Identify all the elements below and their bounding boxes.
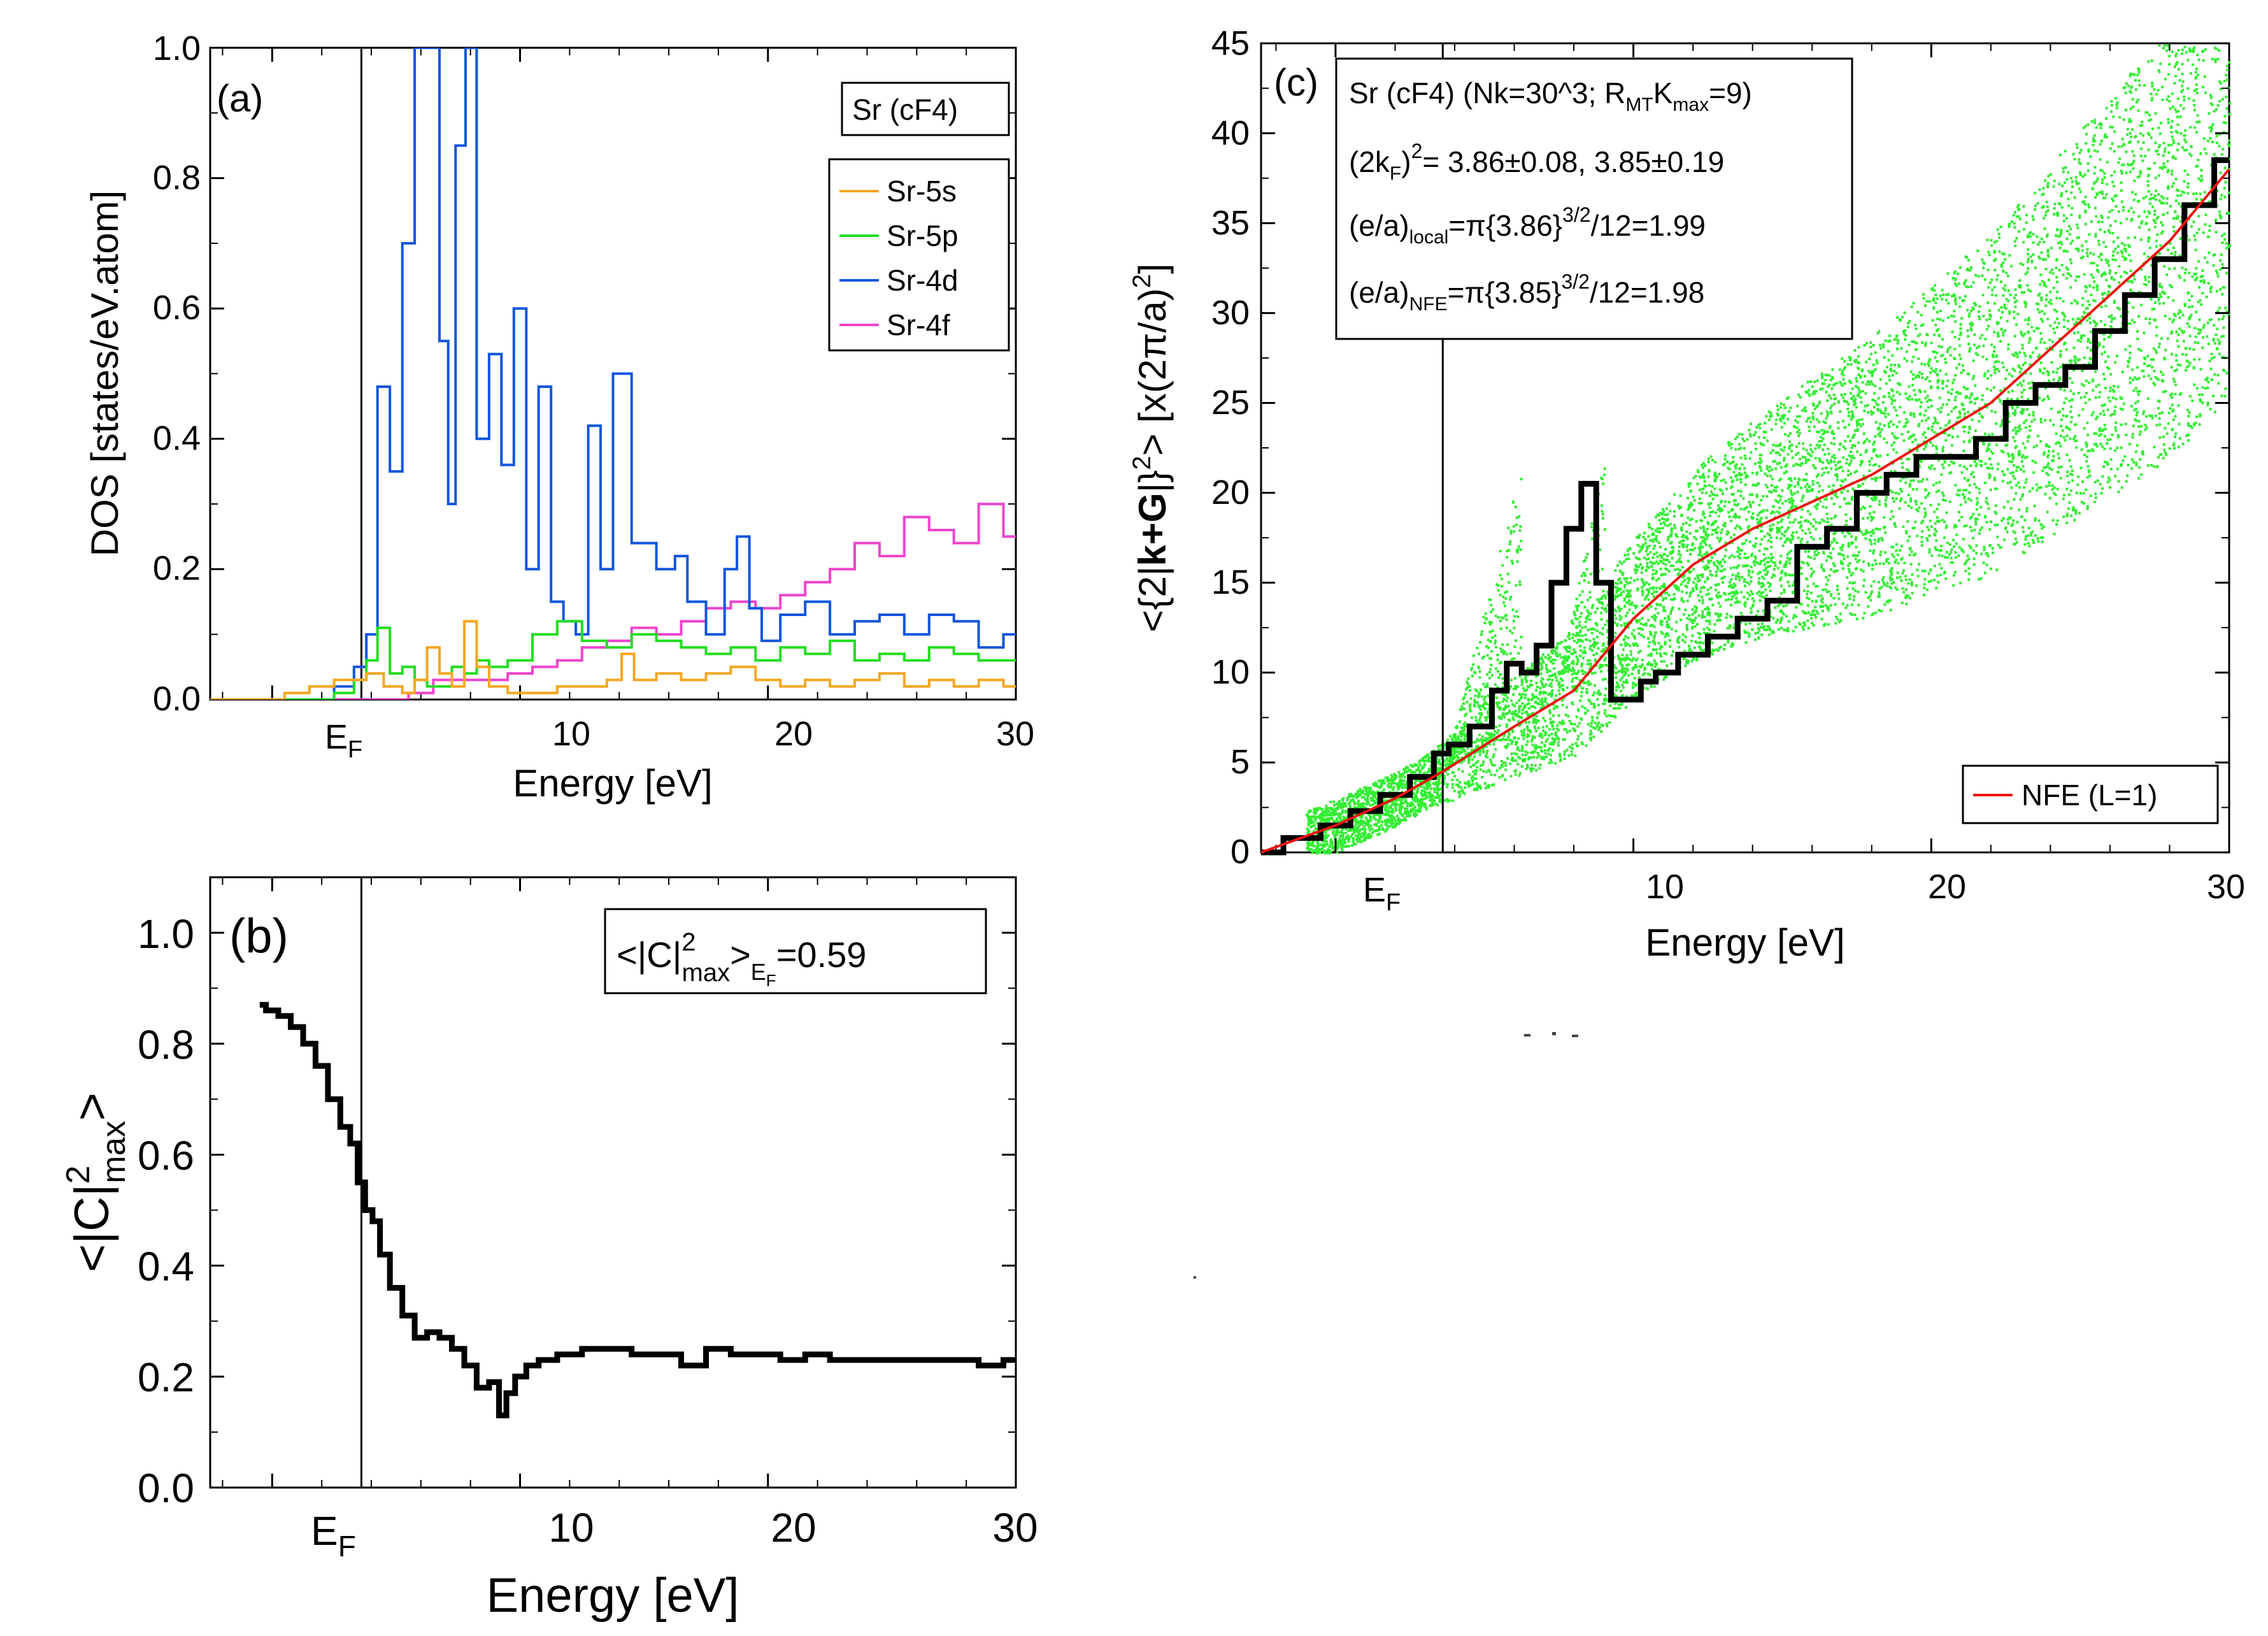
panel-a-legend-label: Sr-5p <box>887 219 958 252</box>
panel-a-y-tick: 0.6 <box>153 289 201 327</box>
stray-mark <box>1524 1034 1530 1037</box>
panel-b-series <box>259 877 1016 1488</box>
panel-c-y-tick: 15 <box>1211 563 1250 601</box>
panel-a-x-tick: 30 <box>996 715 1034 753</box>
panel-c-info-line-1: Sr (cF4) (Nk=30^3; RMTKmax=9) <box>1349 76 1752 115</box>
panel-a-series-sr-5s <box>210 620 1016 700</box>
stray-marks <box>1194 1032 1578 1279</box>
panel-c-scatter-cloud <box>1306 44 2232 855</box>
panel-c-info-line-2: (2kF)2= 3.86±0.08, 3.85±0.19 <box>1349 140 1724 184</box>
panel-a-system-label: Sr (cF4) <box>852 93 958 126</box>
panel-c-info-box <box>1335 57 1853 340</box>
panel-c-info-line-4: (e/a)NFE=π{3.85}3/2/12=1.98 <box>1349 270 1704 315</box>
panel-b-label: (b) <box>229 909 289 963</box>
panel-b-y-tick: 0.0 <box>138 1465 194 1511</box>
panel-a-legend-label: Sr-4f <box>887 308 950 341</box>
panel-c-series-average <box>1261 157 2229 856</box>
panel-a: (a) 0.0 0.2 0.4 0.6 0.8 1.0 10 20 30 EF … <box>83 29 1034 805</box>
panel-b-x-tick: 20 <box>771 1505 816 1551</box>
panel-c-x-tick: 20 <box>1928 868 1966 906</box>
panel-c-legend-label: NFE (L=1) <box>2022 779 2157 812</box>
panel-a-y-tick: 1.0 <box>153 29 201 68</box>
panel-b-frame <box>209 876 1017 1489</box>
panel-c-y-tick: 0 <box>1230 833 1250 871</box>
panel-b-y-tick-labels: 0.0 0.2 0.4 0.6 0.8 1.0 <box>138 911 194 1511</box>
panel-c-y-tick-labels: 0 5 10 15 20 25 30 35 40 45 <box>1211 24 1250 871</box>
panel-c-series-nfe <box>1260 168 2230 854</box>
panel-b-y-tick: 0.8 <box>138 1022 194 1068</box>
panel-b-annotation-box <box>604 908 987 994</box>
panel-c-label: (c) <box>1274 61 1318 104</box>
panel-a-y-axis-label: DOS [states/eV.atom] <box>83 190 126 557</box>
panel-a-series-sr-5p <box>210 620 1016 700</box>
panel-c-ticks <box>1261 42 2230 854</box>
panel-c-y-axis-label: <{2|k+G|}2> [x(2π/a)2] <box>1128 263 1174 632</box>
panel-b-x-tick: 10 <box>548 1505 594 1551</box>
panel-c-y-tick: 20 <box>1211 473 1250 512</box>
panel-b-x-tick-labels: 10 20 30 <box>548 1505 1038 1551</box>
panel-c-y-tick: 25 <box>1211 384 1250 422</box>
panel-a-x-tick: 20 <box>774 715 813 753</box>
panel-a-system-box <box>841 82 1010 136</box>
panel-c-x-axis-label: Energy [eV] <box>1645 921 1845 964</box>
panel-b-y-tick: 1.0 <box>138 911 194 957</box>
panel-b-y-tick: 0.2 <box>138 1354 194 1400</box>
panel-a-y-tick: 0.8 <box>153 159 201 197</box>
panel-b-ticks <box>210 877 1017 1489</box>
panel-a-label: (a) <box>217 77 263 120</box>
panel-c-y-tick: 45 <box>1211 24 1250 62</box>
panel-b-x-axis-label: Energy [eV] <box>486 1568 739 1623</box>
panel-c-info-line-3: (e/a)local=π{3.86}3/2/12=1.99 <box>1349 203 1706 248</box>
stray-mark <box>1194 1276 1196 1279</box>
panel-b-x-tick: 30 <box>992 1505 1038 1551</box>
panel-c-y-tick: 30 <box>1211 294 1250 332</box>
panel-b-y-tick: 0.6 <box>138 1133 194 1179</box>
panel-c: (c) 0 5 10 15 20 25 30 35 40 45 10 20 30… <box>1128 24 2245 964</box>
panel-a-x-axis-label: Energy [eV] <box>513 762 713 805</box>
stray-mark <box>1552 1032 1556 1035</box>
panel-c-x-tick: 10 <box>1646 868 1684 906</box>
panel-a-fermi-label: EF <box>325 718 362 763</box>
panel-a-legend-label: Sr-5s <box>887 175 957 208</box>
panel-a-y-tick: 0.0 <box>153 680 201 718</box>
panel-b-annotation: <|C|2 max>EF=0.59 <box>617 928 866 990</box>
panel-a-legend: Sr-5s Sr-5p Sr-4d Sr-4f <box>839 175 958 341</box>
panel-a-y-tick: 0.2 <box>153 549 201 587</box>
panel-c-y-tick: 35 <box>1211 204 1250 242</box>
panel-a-y-tick: 0.4 <box>153 419 201 457</box>
panel-c-y-tick: 40 <box>1211 114 1250 152</box>
panel-c-scatter-points <box>1306 44 2232 855</box>
panel-a-ticks <box>210 47 1017 701</box>
panel-a-series <box>210 48 1016 700</box>
panel-c-y-tick: 10 <box>1211 653 1250 691</box>
panel-c-x-tick: 30 <box>2207 868 2245 906</box>
panel-c-fermi-label: EF <box>1363 871 1401 916</box>
panel-a-x-tick-labels: 10 20 30 <box>552 715 1034 753</box>
panel-c-x-tick-labels: 10 20 30 <box>1646 868 2245 906</box>
stray-mark <box>1572 1035 1578 1037</box>
panel-a-series-sr-4d <box>210 48 1016 700</box>
panel-a-y-tick-labels: 0.0 0.2 0.4 0.6 0.8 1.0 <box>153 29 201 718</box>
panel-a-x-tick: 10 <box>552 715 590 753</box>
panel-a-legend-label: Sr-4d <box>887 264 958 297</box>
panel-b-series-line <box>259 1001 1016 1419</box>
panel-c-y-tick: 5 <box>1230 743 1250 781</box>
panel-b-fermi-label: EF <box>311 1508 356 1563</box>
panel-b-y-axis-label: <|C|2max> <box>60 1093 132 1272</box>
panel-b-y-tick: 0.4 <box>138 1244 194 1289</box>
panel-b: (b) 0.0 0.2 0.4 0.6 0.8 1.0 10 20 30 EF … <box>60 876 1038 1623</box>
